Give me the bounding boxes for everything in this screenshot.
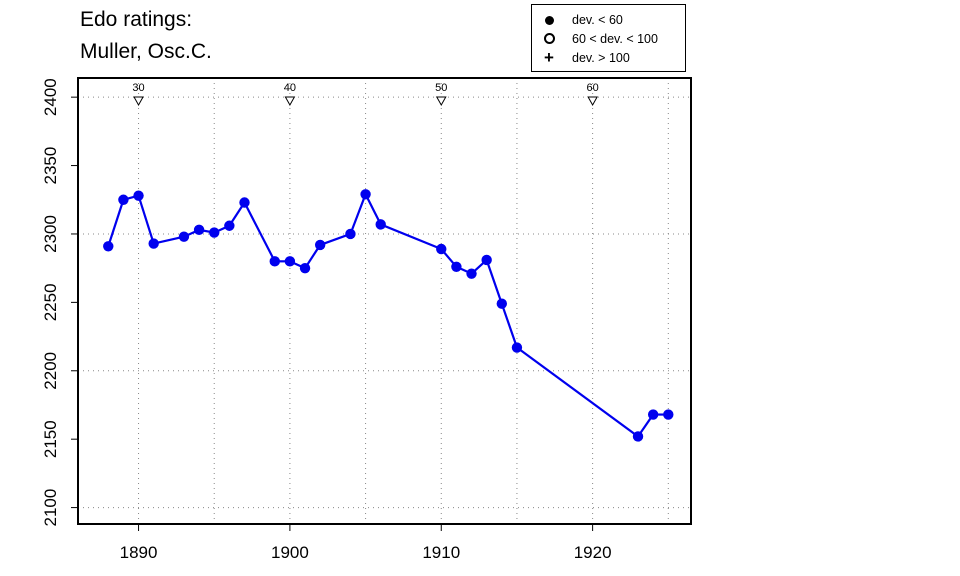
y-tick-label: 2400 [41, 78, 60, 116]
legend-label: 60 < dev. < 100 [572, 32, 658, 46]
y-axis: 2100 2150 2200 2250 2300 2350 2400 [41, 78, 78, 526]
data-point [239, 197, 250, 208]
y-tick-label: 2150 [41, 420, 60, 458]
data-point [133, 190, 144, 201]
data-point [511, 342, 523, 353]
series-line-segment [243, 201, 276, 262]
legend-label: dev. < 60 [572, 13, 623, 27]
grid-lines [78, 78, 691, 524]
chart-title-line-2: Muller, Osc.C. [80, 40, 212, 63]
data-point [345, 228, 356, 240]
data-point [224, 220, 235, 231]
y-tick-label: 2250 [41, 283, 60, 321]
x-axis: 1890 1900 1910 1920 [120, 524, 612, 562]
data-point [209, 227, 220, 238]
y-tick-label: 2350 [41, 147, 60, 185]
age-marker-triangle [133, 96, 144, 107]
series-rating [103, 189, 674, 442]
age-marker-triangle [284, 96, 296, 107]
chart-title-line-1: Edo ratings: [80, 8, 193, 31]
series-line-segment [380, 223, 442, 251]
x-tick-label: 1920 [574, 543, 612, 562]
series-line-segment [107, 199, 125, 247]
age-markers: 30 40 50 60 [132, 82, 599, 107]
age-marker-label: 60 [586, 82, 598, 94]
legend: dev. < 60 60 < dev. < 100 + dev. > 100 [531, 4, 686, 72]
data-point [178, 231, 190, 242]
legend-entry-plus: + dev. > 100 [538, 49, 630, 67]
series-line-segment [364, 193, 382, 225]
x-tick-label: 1890 [120, 543, 158, 562]
data-point [375, 219, 386, 230]
data-point [103, 241, 114, 252]
data-point [299, 262, 311, 274]
data-point [451, 261, 462, 272]
data-point [284, 256, 296, 267]
data-point [314, 239, 326, 251]
series-line-segment [500, 303, 518, 348]
filled-circle-icon [538, 13, 560, 27]
data-point [269, 256, 280, 267]
series-line-segment [516, 346, 639, 438]
data-point [496, 298, 508, 309]
series-line-segment [349, 193, 367, 235]
series-line-segment [137, 195, 155, 244]
data-point [118, 194, 129, 205]
data-point [481, 254, 492, 266]
y-tick-label: 2300 [41, 215, 60, 253]
legend-entry-filled: dev. < 60 [538, 11, 623, 29]
series-line-segment [485, 259, 503, 305]
age-marker-label: 40 [284, 82, 296, 94]
data-point [193, 224, 205, 236]
data-point [632, 431, 644, 442]
age-marker-label: 50 [435, 82, 447, 94]
x-tick-label: 1910 [422, 543, 460, 562]
y-tick-label: 2200 [41, 352, 60, 390]
data-point [466, 268, 477, 279]
open-circle-icon [538, 32, 560, 46]
data-point [360, 189, 371, 200]
legend-entry-open: 60 < dev. < 100 [538, 30, 658, 48]
age-marker-label: 30 [132, 82, 144, 94]
x-tick-label: 1900 [271, 543, 309, 562]
plot-frame [77, 77, 692, 525]
data-point [663, 409, 674, 420]
age-marker-triangle [587, 96, 598, 107]
series-line-segment [319, 232, 351, 246]
legend-label: dev. > 100 [572, 51, 630, 65]
data-point [647, 409, 659, 420]
plus-icon: + [544, 48, 554, 67]
data-point [436, 243, 447, 255]
data-point [148, 238, 159, 249]
age-marker-triangle [435, 96, 447, 107]
y-tick-label: 2100 [41, 489, 60, 527]
